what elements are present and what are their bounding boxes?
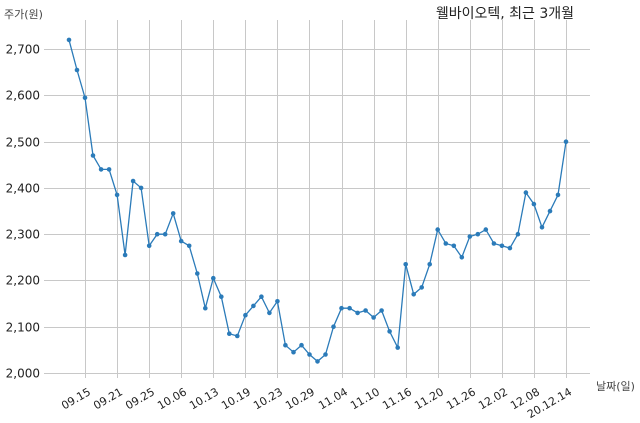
data-point (331, 324, 336, 330)
data-point (235, 333, 240, 339)
x-tick-label: 12.02 (476, 385, 510, 412)
grid-layer (44, 20, 590, 378)
data-point (162, 231, 168, 237)
x-tick-label: 11.04 (316, 385, 350, 412)
data-point (467, 234, 473, 239)
data-point (419, 285, 425, 290)
y-tick-label: 2,700 (6, 43, 40, 57)
data-point (499, 243, 505, 249)
data-point (267, 310, 272, 316)
data-point (211, 275, 216, 281)
axis-layer: 2,000 2,100 2,200 2,300 2,400 2,500 2,600 2,700… (6, 43, 574, 422)
x-tick-label: 09.15 (59, 385, 93, 412)
data-point (195, 271, 200, 276)
y-tick-label: 2,600 (6, 89, 40, 103)
data-point (515, 231, 521, 237)
x-tick-label: 09.25 (123, 385, 157, 412)
data-point (483, 227, 489, 232)
x-tick-label: 11.16 (380, 385, 414, 412)
y-axis-label: 주가(원) (4, 8, 43, 21)
data-point (547, 208, 553, 214)
data-point (347, 305, 352, 311)
data-point (403, 262, 409, 267)
x-tick-label: 11.20 (412, 385, 446, 412)
data-point (427, 262, 433, 267)
data-point (507, 245, 513, 251)
x-tick-label: 10.19 (219, 385, 253, 412)
data-point (122, 252, 128, 258)
x-tick-label: 09.21 (91, 385, 125, 412)
data-point (66, 37, 72, 43)
data-point (219, 294, 224, 300)
x-axis-label: 날짜(일) (596, 379, 635, 393)
data-point (138, 185, 144, 191)
y-tick-label: 2,300 (6, 228, 40, 242)
data-point (435, 227, 441, 232)
data-point (355, 310, 360, 316)
data-point (90, 153, 96, 158)
series-layer (66, 37, 569, 364)
x-tick-label: 11.26 (444, 385, 478, 412)
data-point (411, 292, 417, 297)
data-point (146, 243, 152, 249)
x-tick-label: 10.13 (187, 385, 221, 412)
data-point (243, 312, 248, 318)
data-point (130, 178, 136, 184)
data-point (451, 243, 457, 249)
data-point (459, 254, 465, 260)
data-point (170, 211, 176, 216)
data-point (98, 167, 104, 172)
data-point (114, 192, 120, 198)
data-point (371, 315, 376, 320)
data-point (555, 192, 561, 198)
data-point (443, 241, 449, 246)
x-tick-label: 10.29 (283, 385, 317, 412)
data-point (531, 201, 537, 207)
data-point (563, 139, 569, 144)
data-point (203, 305, 208, 311)
data-point (315, 359, 320, 364)
data-point (363, 308, 368, 313)
x-tick-label: 10.06 (155, 385, 189, 412)
data-point (307, 352, 312, 357)
data-point (395, 345, 401, 350)
y-tick-label: 2,000 (6, 367, 40, 381)
chart-title: 웰바이오텍, 최근 3개월 (436, 6, 574, 22)
data-point (82, 95, 88, 100)
data-point (291, 349, 296, 355)
data-point (154, 231, 160, 237)
y-tick-label: 2,500 (6, 136, 40, 150)
y-tick-label: 2,100 (6, 321, 40, 335)
data-point (339, 305, 344, 311)
y-tick-label: 2,200 (6, 274, 40, 288)
data-point (539, 225, 545, 230)
x-tick-label: 10.23 (251, 385, 285, 412)
data-point (186, 243, 192, 249)
data-point (275, 299, 280, 304)
data-point (251, 303, 256, 309)
data-point (323, 352, 328, 357)
data-point (523, 190, 529, 195)
data-point (475, 231, 481, 237)
data-point (387, 329, 392, 334)
data-point (299, 342, 304, 348)
data-point (227, 331, 232, 337)
y-tick-label: 2,400 (6, 182, 40, 196)
data-point (379, 308, 384, 313)
series-line (68, 39, 567, 363)
data-point (283, 342, 288, 348)
data-point (178, 238, 184, 244)
data-point (259, 294, 264, 300)
x-tick-label: 11.10 (348, 385, 382, 412)
data-point (491, 241, 497, 246)
data-point (74, 67, 80, 73)
data-point (106, 167, 112, 172)
